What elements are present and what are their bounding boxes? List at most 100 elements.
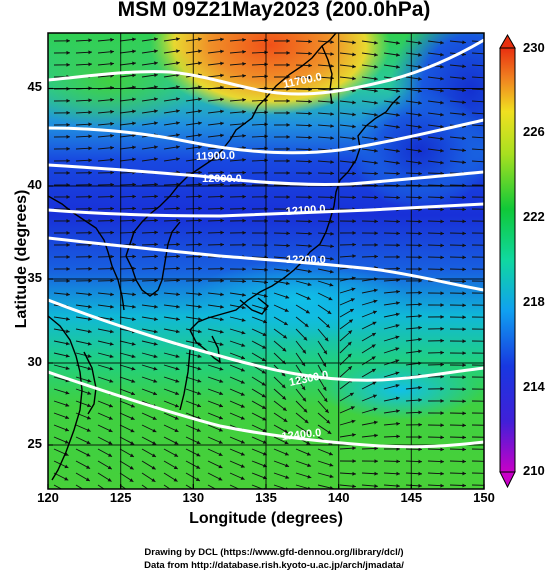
wind-arrow-shaft (163, 484, 171, 489)
wind-arrow-head (418, 88, 422, 93)
wind-arrow-head (286, 207, 290, 211)
credit-drawing: Drawing by DCL (https://www.gfd-dennou.o… (144, 547, 404, 558)
wind-arrow-head (286, 39, 290, 43)
wind-arrow-shaft (471, 136, 484, 139)
contour-11900 (48, 118, 484, 155)
wind-arrow-head (154, 145, 158, 150)
wind-arrow-head (281, 384, 286, 389)
coastline-japan-honshu (189, 171, 349, 331)
wind-arrow-head (132, 133, 136, 138)
wind-arrow-head (88, 122, 92, 127)
wind-arrow-head (261, 357, 266, 362)
wind-arrow-head (396, 40, 400, 45)
wind-arrow-head (110, 194, 114, 199)
wind-arrow-head (176, 218, 180, 223)
wind-arrow-head (396, 471, 400, 476)
wind-arrow-head (240, 404, 245, 408)
wind-arrow-head (308, 231, 312, 236)
wind-arrow-head (285, 463, 290, 468)
contour-12100 (48, 202, 484, 218)
wind-arrow-head (372, 381, 377, 386)
wind-arrow-head (220, 218, 224, 223)
colorbar-min-arrow (499, 471, 516, 489)
map-title: MSM 09Z21May2023 (200.0hPa) (117, 0, 431, 21)
wind-arrow-head (374, 459, 378, 464)
wind-arrow-head (218, 476, 223, 481)
wind-arrow-head (440, 411, 444, 415)
wind-arrow-head (418, 136, 422, 141)
wind-arrow-head (262, 416, 267, 421)
wind-arrow-head (66, 231, 70, 235)
wind-arrow-head (174, 453, 179, 457)
wind-arrow-head (396, 243, 400, 248)
wind-arrow-head (396, 100, 400, 105)
wind-arrow-head (330, 112, 334, 116)
wind-arrow-head (330, 40, 334, 44)
wind-arrow-head (462, 136, 466, 141)
wind-arrow-head (351, 419, 356, 424)
wind-arrow-head (176, 206, 180, 211)
wind-arrow-head (242, 133, 246, 138)
wind-arrow-head (219, 329, 224, 334)
wind-arrow-head (462, 148, 466, 153)
wind-arrow-head (374, 52, 378, 57)
wind-arrow-head (286, 219, 290, 224)
wind-arrow-head (151, 478, 156, 482)
wind-arrow-head (218, 440, 223, 444)
wind-arrow-head (107, 478, 112, 482)
wind-arrow-head (198, 109, 202, 114)
contour-label-12100: 12100.0 (285, 203, 326, 218)
wind-arrow-head (220, 73, 224, 78)
wind-arrow-head (440, 243, 444, 248)
wind-arrow-head (66, 158, 70, 163)
wind-arrow-head (374, 76, 378, 81)
wind-arrow-head (484, 195, 488, 199)
wind-arrow-head (174, 428, 179, 433)
wind-arrow-head (304, 323, 309, 327)
wind-arrow-head (371, 368, 376, 373)
wind-arrow-head (66, 317, 70, 321)
contour-12300 (48, 298, 484, 382)
wind-arrow-head (396, 148, 400, 153)
wind-arrow-head (286, 99, 290, 103)
wind-arrow-head (110, 133, 114, 138)
wind-arrow-head (66, 171, 70, 175)
wind-arrow-head (440, 195, 444, 200)
wind-arrow-head (462, 399, 466, 404)
wind-arrow-head (352, 124, 356, 129)
wind-arrow-head (374, 40, 378, 45)
wind-arrow-head (261, 369, 266, 374)
wind-arrow-head (285, 295, 290, 299)
wind-arrow-head (242, 97, 246, 102)
wind-arrow-head (484, 88, 488, 92)
wind-arrow-head (462, 459, 466, 464)
wind-arrow-head (440, 447, 444, 452)
wind-arrow-head (484, 363, 488, 367)
wind-arrow-head (418, 290, 422, 295)
wind-arrow-head (418, 447, 422, 452)
wind-arrow-head (286, 159, 290, 163)
wind-arrow-head (108, 440, 113, 445)
wind-arrow-head (87, 354, 92, 358)
wind-arrow-head (396, 219, 400, 224)
wind-arrow-head (396, 409, 400, 413)
wind-arrow-head (484, 483, 488, 487)
wind-arrow-head (88, 218, 92, 223)
wind-arrow-head (330, 219, 334, 224)
wind-arrow-head (198, 121, 202, 126)
wind-arrow-head (286, 268, 290, 273)
wind-arrow-head (418, 267, 422, 272)
wind-arrow-head (218, 452, 223, 456)
wind-arrow-head (462, 315, 466, 320)
wind-arrow-head (176, 37, 180, 42)
wind-arrow-head (462, 40, 466, 45)
wind-arrow-shaft (119, 484, 127, 489)
wind-arrow-head (462, 327, 466, 332)
wind-arrow-head (242, 157, 246, 162)
wind-arrow-head (286, 243, 290, 248)
contour-label-12400: 12400.0 (281, 427, 322, 443)
wind-arrow-head (462, 88, 466, 93)
wind-arrow-head (110, 304, 114, 309)
wind-arrow-head (88, 194, 92, 199)
wind-arrow-head (284, 451, 289, 456)
